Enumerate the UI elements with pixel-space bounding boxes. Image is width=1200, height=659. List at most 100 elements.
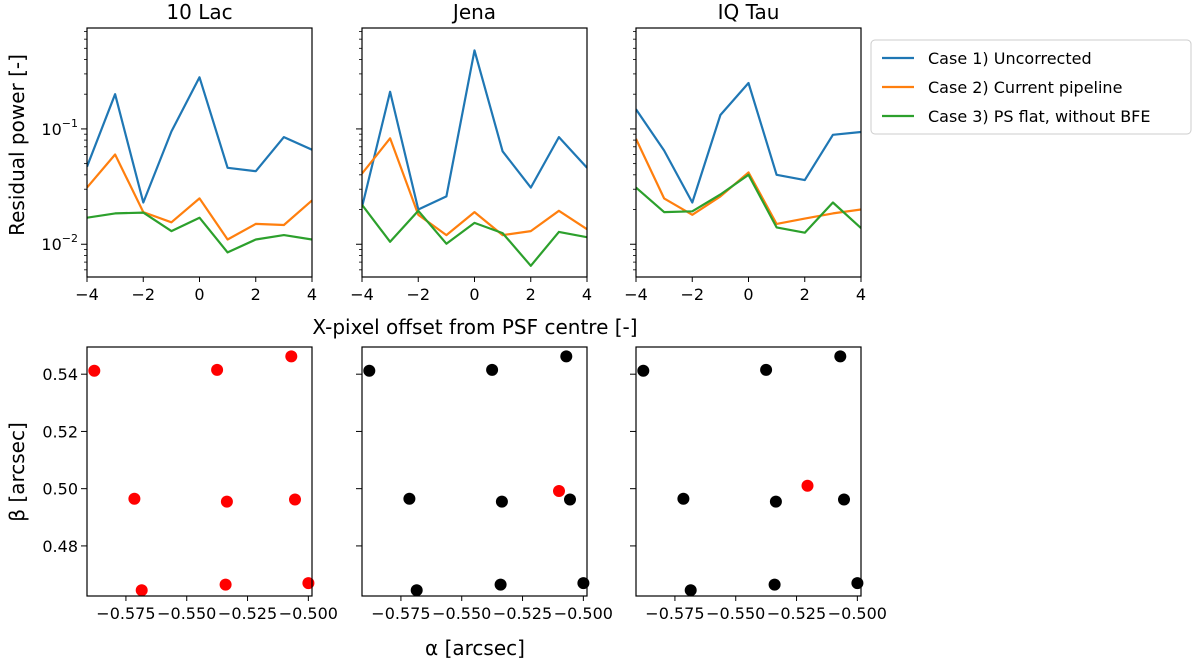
scatter-point xyxy=(403,492,416,505)
series-line-3 xyxy=(87,211,312,254)
scatter-point xyxy=(769,495,782,508)
x-tick-label: −0.550 xyxy=(706,604,765,623)
scatter-point xyxy=(834,350,847,363)
scatter-point-highlight xyxy=(88,364,101,377)
scatter-point-highlight xyxy=(801,479,814,492)
x-tick-label: −0.500 xyxy=(554,604,613,623)
x-tick-label: −2 xyxy=(680,285,704,304)
scatter-point-highlight xyxy=(135,584,148,597)
y-tick-label: 10−2 xyxy=(41,232,78,254)
y-tick-exponent: −2 xyxy=(62,232,78,245)
x-tick-label: 4 xyxy=(856,285,866,304)
scatter-panel-2: −0.575 −0.550 −0.525 −0.500 xyxy=(356,346,613,623)
panel-title: 10 Lac xyxy=(166,0,232,24)
scatter-point xyxy=(677,492,690,505)
bottom-x-axis-label: α [arcsec] xyxy=(425,636,525,659)
x-tick-label: 0 xyxy=(469,285,479,304)
bottom-y-axis-label: β [arcsec] xyxy=(5,422,29,521)
scatter-point xyxy=(410,584,423,597)
x-tick-label: −2 xyxy=(131,285,155,304)
scatter-point xyxy=(486,363,499,376)
y-tick-label: 0.52 xyxy=(42,422,78,441)
scatter-point xyxy=(768,578,781,591)
x-tick-label: −0.550 xyxy=(157,604,216,623)
axes-frame xyxy=(361,346,588,597)
scatter-point-highlight xyxy=(289,493,301,506)
x-tick-label: −0.575 xyxy=(645,604,704,623)
scatter-point xyxy=(577,577,590,590)
scatter-point-highlight xyxy=(553,485,565,497)
x-tick-label: 4 xyxy=(582,285,592,304)
scatter-point xyxy=(851,577,864,590)
y-tick-label: 0.50 xyxy=(42,480,78,499)
x-tick-label: −0.575 xyxy=(371,604,430,623)
axes-frame xyxy=(635,346,862,597)
scatter-point-highlight xyxy=(219,578,232,591)
series-line-3 xyxy=(362,204,587,267)
series-line-1 xyxy=(87,76,312,204)
legend-box xyxy=(870,39,1192,135)
x-tick-label: 2 xyxy=(526,285,536,304)
scatter-point xyxy=(494,578,507,591)
x-tick-label: 0 xyxy=(194,285,204,304)
axes-frame xyxy=(86,27,313,278)
x-tick-label: 2 xyxy=(251,285,261,304)
y-tick-base: 10 xyxy=(41,120,61,139)
x-tick-label: −4 xyxy=(75,285,99,304)
scatter-point xyxy=(363,364,376,377)
x-tick-label: 2 xyxy=(800,285,810,304)
scatter-point xyxy=(495,495,508,508)
legend: Case 1) Uncorrected Case 2) Current pipel… xyxy=(870,39,1192,135)
y-tick-label: 0.54 xyxy=(42,365,78,384)
x-tick-label: −0.525 xyxy=(218,604,277,623)
scatter-panel-1: −0.575 −0.550 −0.525 −0.500 0.48 0.50 0.52 0.54 xyxy=(42,346,338,623)
line-panel-2: Jena −4 −2 0 2 4 xyxy=(350,0,592,304)
scatter-point-highlight xyxy=(285,350,298,363)
x-tick-label: −0.500 xyxy=(279,604,338,623)
y-tick-exponent: −1 xyxy=(62,117,78,130)
axes-frame xyxy=(635,27,862,278)
top-y-axis-label: Residual power [-] xyxy=(5,54,29,236)
x-tick-label: −0.550 xyxy=(432,604,491,623)
scatter-point xyxy=(760,363,773,376)
series-line-1 xyxy=(362,49,587,211)
x-tick-label: −0.575 xyxy=(96,604,155,623)
x-tick-label: 4 xyxy=(307,285,317,304)
axes-frame xyxy=(86,346,313,597)
scatter-point xyxy=(637,364,650,377)
legend-label-2: Case 2) Current pipeline xyxy=(928,78,1122,97)
scatter-point-highlight xyxy=(211,363,224,376)
scatter-point-highlight xyxy=(128,492,141,505)
series-line-2 xyxy=(87,153,312,241)
panel-title: IQ Tau xyxy=(718,0,780,24)
series-line-2 xyxy=(362,137,587,237)
x-tick-label: −2 xyxy=(406,285,430,304)
x-tick-label: −0.525 xyxy=(493,604,552,623)
y-tick-label: 10−1 xyxy=(41,117,78,139)
series-line-1 xyxy=(636,81,861,204)
x-tick-label: −4 xyxy=(350,285,374,304)
scatter-point xyxy=(560,350,573,363)
scatter-point xyxy=(564,493,576,506)
series-line-3 xyxy=(636,173,861,234)
series-line-2 xyxy=(636,138,861,225)
scatter-panel-3: −0.575 −0.550 −0.525 −0.500 xyxy=(630,346,887,623)
y-tick-label: 0.48 xyxy=(42,537,78,556)
top-x-axis-label: X-pixel offset from PSF centre [-] xyxy=(312,315,637,339)
line-panel-3: IQ Tau −4 −2 0 2 4 xyxy=(624,0,866,304)
scatter-point-highlight xyxy=(302,577,315,590)
scatter-point xyxy=(838,493,850,506)
x-tick-label: −0.500 xyxy=(828,604,887,623)
line-panel-1: 10 Lac−4 −2 0 2 410−210−1 xyxy=(41,0,317,304)
x-tick-label: 0 xyxy=(743,285,753,304)
x-tick-label: −0.525 xyxy=(767,604,826,623)
y-tick-base: 10 xyxy=(41,235,61,254)
legend-label-3: Case 3) PS flat, without BFE xyxy=(928,107,1151,126)
scatter-point xyxy=(684,584,697,597)
scatter-point-highlight xyxy=(220,495,233,508)
legend-label-1: Case 1) Uncorrected xyxy=(928,49,1092,68)
panel-title: Jena xyxy=(451,0,496,24)
x-tick-label: −4 xyxy=(624,285,648,304)
